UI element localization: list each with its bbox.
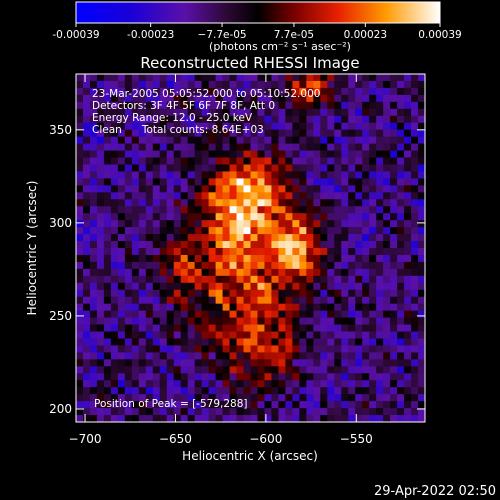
y-tick-label: 200 (49, 402, 72, 416)
x-tick-label: −650 (159, 432, 192, 446)
x-axis: −700 −650 −600 −550 (69, 74, 373, 446)
colorbar-gradient (75, 1, 441, 24)
heatmap-image (76, 74, 425, 422)
y-tick-label: 250 (49, 309, 72, 323)
x-axis-label: Heliocentric X (arcsec) (182, 449, 318, 463)
peak-position-label: Position of Peak = [-579,288] (94, 398, 248, 410)
colorbar-tick-label: 0.00023 (344, 29, 387, 41)
footer-timestamp: 29-Apr-2022 02:50 (374, 484, 496, 499)
x-tick-label: −600 (249, 432, 282, 446)
colorbar: -0.00039 -0.00023 −7.7e-05 7.7e-05 0.00023 0.… (52, 1, 462, 53)
y-tick-label: 300 (49, 216, 72, 230)
y-tick-label: 350 (49, 123, 72, 137)
y-axis-label: Heliocentric Y (arcsec) (25, 181, 39, 316)
plot-frame (75, 73, 426, 423)
colorbar-tick-label: 0.00039 (418, 29, 461, 41)
x-tick-label: −700 (69, 432, 102, 446)
colorbar-tick-label: -0.00023 (127, 29, 174, 41)
plot-area (76, 74, 425, 422)
annotation-energy-range: Energy Range: 12.0 - 25.0 keV (92, 112, 253, 124)
colorbar-tick-label: 7.7e-05 (274, 29, 314, 41)
colorbar-tick-label: −7.7e-05 (198, 29, 247, 41)
colorbar-ticks: -0.00039 -0.00023 −7.7e-05 7.7e-05 0.00023 0.… (52, 23, 462, 41)
annotation-detectors: Detectors: 3F 4F 5F 6F 7F 8F, Att 0 (92, 100, 275, 112)
colorbar-unit-label: (photons cm⁻² s⁻¹ asec⁻²) (209, 40, 351, 53)
annotation-clean-counts: Clean Total counts: 8.64E+03 (92, 124, 264, 136)
colorbar-tick-label: -0.00039 (52, 29, 99, 41)
annotation-time-range: 23-Mar-2005 05:05:52.000 to 05:10:52.000 (92, 88, 320, 100)
chart-title: Reconstructed RHESSI Image (140, 54, 359, 72)
x-tick-label: −550 (340, 432, 373, 446)
y-axis: 200 250 300 350 (49, 123, 425, 416)
annotation-block: 23-Mar-2005 05:05:52.000 to 05:10:52.000… (92, 88, 320, 136)
